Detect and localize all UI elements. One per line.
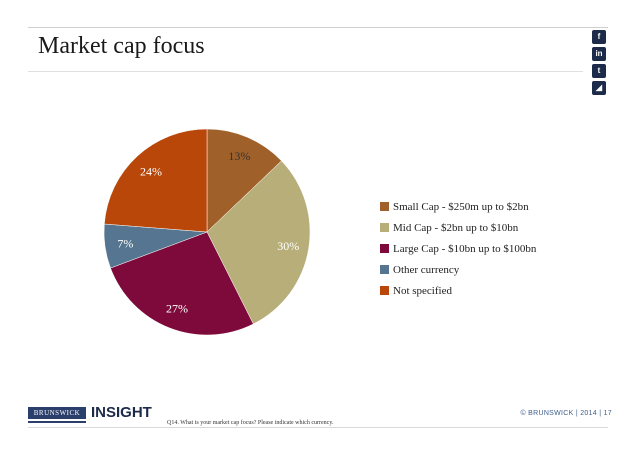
pie-slice — [110, 231, 254, 336]
legend-item: Small Cap - $250m up to $2bn — [380, 196, 536, 217]
legend-item: Not specified — [380, 280, 536, 301]
legend-swatch — [380, 286, 389, 295]
chart-legend: Small Cap - $250m up to $2bn Mid Cap - $… — [380, 196, 536, 301]
legend-swatch — [380, 202, 389, 211]
legend-item: Large Cap - $10bn up to $100bn — [380, 238, 536, 259]
legend-item: Other currency — [380, 259, 536, 280]
legend-label: Mid Cap - $2bn up to $10bn — [393, 221, 519, 234]
rss-icon[interactable]: ◢ — [592, 81, 606, 95]
data-label: 13% — [228, 149, 250, 163]
footer-divider — [28, 427, 608, 428]
twitter-icon[interactable]: t — [592, 64, 606, 78]
pie-slice — [206, 160, 311, 325]
title-divider — [28, 71, 583, 72]
data-label: 7% — [117, 236, 133, 250]
insight-logo: INSIGHT — [91, 404, 152, 421]
facebook-icon[interactable]: f — [592, 30, 606, 44]
pie-slice — [104, 128, 208, 233]
page-title: Market cap focus — [38, 33, 205, 59]
legend-label: Large Cap - $10bn up to $100bn — [393, 242, 537, 255]
legend-swatch — [380, 223, 389, 232]
logo-underline — [28, 421, 86, 423]
legend-swatch — [380, 265, 389, 274]
header-divider — [28, 27, 608, 28]
pie-slice — [206, 128, 282, 233]
social-bar: f in t ◢ — [592, 30, 606, 98]
data-label: 27% — [166, 302, 188, 316]
legend-label: Small Cap - $250m up to $2bn — [393, 200, 529, 213]
linkedin-icon[interactable]: in — [592, 47, 606, 61]
legend-swatch — [380, 244, 389, 253]
data-label: 24% — [140, 165, 162, 179]
legend-item: Mid Cap - $2bn up to $10bn — [380, 217, 536, 238]
copyright: © BRUNSWICK | 2014 | 17 — [520, 410, 612, 417]
footnote: Q14. What is your market cap focus? Plea… — [167, 420, 334, 426]
legend-label: Other currency — [393, 263, 460, 276]
legend-label: Not specified — [393, 284, 452, 297]
data-label: 30% — [277, 239, 299, 253]
brunswick-logo: BRUNSWICK — [28, 407, 86, 419]
